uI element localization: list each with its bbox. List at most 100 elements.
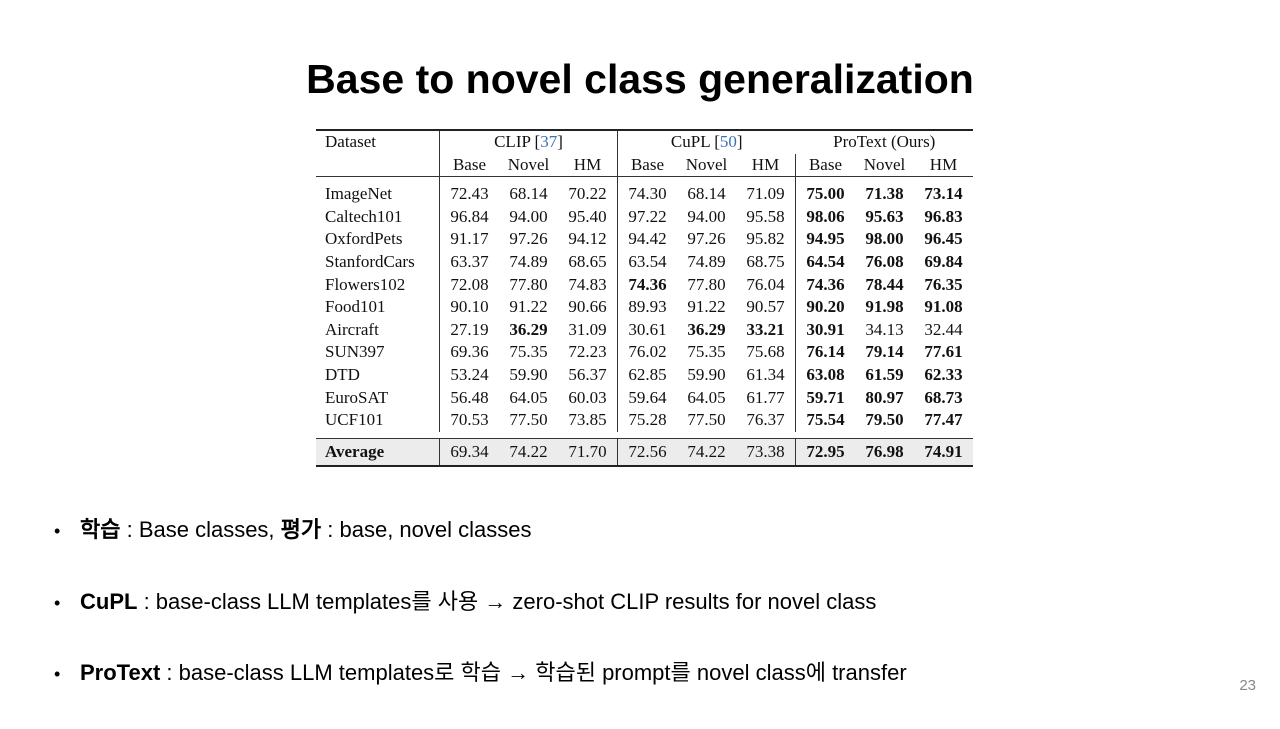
bullet-term: ProText	[80, 660, 161, 685]
bullet-term: 학습	[80, 517, 121, 542]
table-cell: 69.84	[924, 251, 963, 271]
table-cell: 96.83	[924, 206, 963, 226]
table-cell: 98.06	[795, 205, 855, 229]
bullet-text: : base, novel classes	[321, 517, 532, 542]
table-cell: 98.00	[865, 229, 904, 249]
table-cell: 59.90	[509, 364, 548, 384]
table-cell: 75.00	[795, 176, 855, 206]
dataset-column-header: Dataset	[316, 129, 440, 154]
table-cell: 71.09	[736, 176, 796, 206]
dataset-name: StanfordCars	[325, 251, 415, 271]
table-cell: 94.12	[568, 229, 607, 249]
bullet-item: • 학습 : Base classes, 평가 : base, novel cla…	[54, 514, 907, 586]
table-cell: 77.50	[509, 410, 548, 430]
table-cell: 76.98	[855, 437, 914, 467]
table-cell: 79.50	[865, 410, 904, 430]
table-cell: 90.10	[439, 296, 499, 319]
bullet-dot: •	[54, 664, 61, 684]
table-cell: 75.28	[617, 409, 677, 432]
dataset-name: DTD	[325, 364, 360, 384]
table-cell: 70.53	[439, 409, 499, 432]
bullet-text: : Base classes,	[120, 517, 281, 542]
bullet-term: 평가	[280, 517, 322, 542]
table-cell: 72.56	[617, 437, 677, 467]
table-cell: 64.05	[687, 387, 726, 407]
table-cell: 74.89	[509, 251, 548, 271]
table-cell: 89.93	[617, 296, 677, 319]
table-cell: 76.04	[746, 274, 785, 294]
table-cell: 31.09	[568, 319, 607, 339]
subheader-cupl-hm: HM	[751, 154, 780, 174]
table-cell: 91.17	[439, 228, 499, 251]
table-cell: 91.22	[687, 297, 726, 317]
table-cell: 56.48	[439, 386, 499, 410]
table-cell: 79.14	[865, 342, 904, 362]
dataset-name: SUN397	[325, 342, 385, 362]
table-cell: 91.08	[924, 297, 963, 317]
table-cell: 77.61	[924, 342, 963, 362]
table-cell: 64.05	[509, 387, 548, 407]
table-row: UCF101 70.53 77.50 73.85 75.28 77.50 76.37 75.5…	[316, 409, 973, 432]
table-cell: 33.21	[746, 319, 785, 339]
table-cell: 95.82	[746, 229, 785, 249]
dataset-name: OxfordPets	[325, 229, 403, 249]
dataset-name: UCF101	[325, 410, 384, 430]
table-row: StanfordCars 63.37 74.89 68.65 63.54 74.89 68.…	[316, 250, 973, 274]
table-cell: 96.45	[924, 229, 963, 249]
table-row: Food101 90.10 91.22 90.66 89.93 91.22 90.57 90.…	[316, 296, 973, 319]
table-cell: 68.75	[746, 251, 785, 271]
dataset-name: EuroSAT	[325, 387, 389, 407]
table-cell: 97.26	[687, 229, 726, 249]
subheader-protext-hm: HM	[929, 154, 958, 174]
table-row: DTD 53.24 59.90 56.37 62.85 59.90 61.34 63.08 61…	[316, 363, 973, 387]
table-cell: 73.14	[914, 176, 973, 206]
table-cell: 70.22	[558, 176, 618, 206]
table-row: Flowers102 72.08 77.80 74.83 74.36 77.80 76.04…	[316, 273, 973, 297]
clip-citation: 37	[540, 132, 558, 151]
table-cell: 72.23	[568, 342, 607, 362]
table-cell: 68.14	[677, 176, 736, 206]
table-cell: 94.00	[509, 206, 548, 226]
cupl-citation: 50	[719, 132, 737, 151]
table-cell: 76.14	[795, 341, 855, 364]
table-cell: 69.34	[439, 437, 499, 467]
table-cell: 95.58	[746, 206, 785, 226]
clip-group-header: CLIP [37]	[439, 129, 618, 154]
table-cell: 94.42	[617, 228, 677, 251]
table-row: OxfordPets 91.17 97.26 94.12 94.42 97.26 95.82…	[316, 228, 973, 251]
subheader-protext-base: Base	[795, 153, 855, 177]
table-cell: 32.44	[924, 319, 963, 339]
dataset-name: Food101	[325, 297, 386, 317]
dataset-name: Flowers102	[325, 274, 406, 294]
subheader-clip-base: Base	[439, 153, 499, 177]
table-cell: 71.38	[855, 176, 914, 206]
slide-title: Base to novel class generalization	[306, 56, 974, 102]
table-cell: 74.36	[795, 273, 855, 297]
subheader-cupl-novel: Novel	[685, 154, 728, 174]
table-cell: 68.14	[499, 176, 558, 206]
bullet-item: • ProText : base-class LLM templates로 학습 …	[54, 657, 907, 729]
table-body: ImageNet 72.43 68.14 70.22 74.30 68.14 71.09 75…	[316, 176, 973, 467]
table-cell: 74.22	[499, 437, 558, 467]
table-cell: 34.13	[865, 319, 904, 339]
table-cell: 77.80	[509, 274, 548, 294]
table-subheader-row: Base Novel HM Base Novel HM Base Novel H…	[316, 153, 973, 177]
table-cell: 75.68	[746, 342, 785, 362]
table-cell: 61.77	[746, 387, 785, 407]
bullet-dot: •	[54, 592, 61, 613]
table-cell: 61.59	[865, 364, 904, 384]
table-cell: 72.43	[439, 176, 499, 206]
protext-group-header: ProText (Ours)	[795, 129, 973, 154]
table-cell: 97.26	[509, 229, 548, 249]
table-cell: 59.64	[617, 386, 677, 410]
table-cell: 73.38	[736, 437, 796, 467]
dataset-name: ImageNet	[316, 176, 440, 206]
table-cell: 73.85	[568, 410, 607, 430]
table-cell: 63.37	[439, 250, 499, 274]
table-cell: 27.19	[439, 318, 499, 342]
dataset-name: Average	[316, 437, 440, 467]
table-cell: 59.90	[687, 364, 726, 384]
table-cell: 36.29	[509, 319, 548, 339]
table-cell: 77.47	[924, 410, 963, 430]
table-cell: 90.66	[568, 297, 607, 317]
